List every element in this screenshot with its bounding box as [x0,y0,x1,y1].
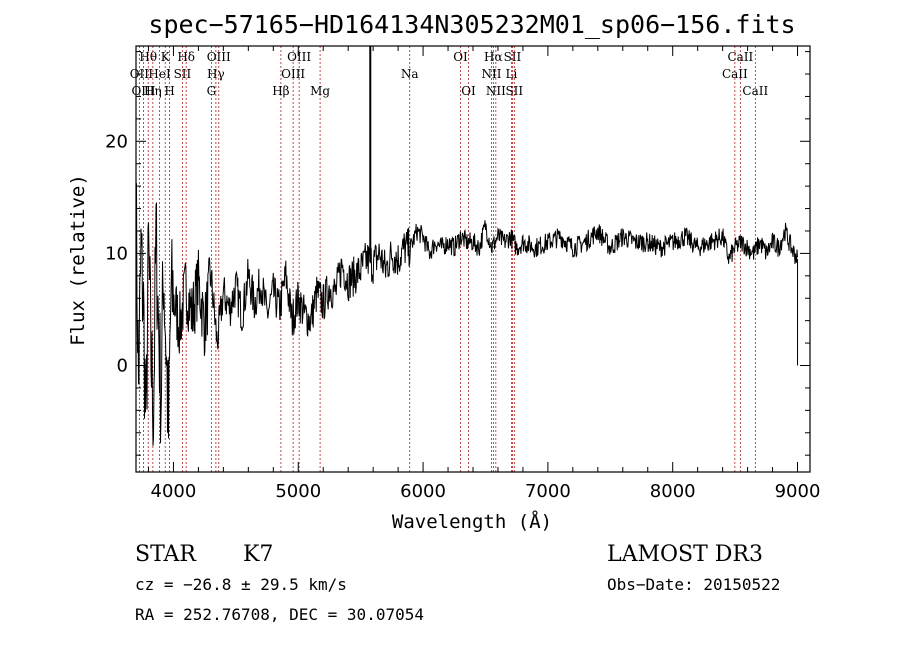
emission-line-label: OIII [207,50,231,64]
emission-line-label: CaII [722,67,748,81]
y-tick-label: 10 [105,243,128,264]
emission-line-label: Hθ [139,50,157,64]
emission-line-label: Hη [144,84,162,98]
emission-line-label: NII [481,67,501,81]
emission-line-label: Na [401,67,419,81]
y-tick-label: 20 [105,131,128,152]
emission-line-label: K [161,50,171,64]
emission-line-label: NII [486,84,506,98]
emission-line-markers [138,46,756,472]
emission-line-label: OIII [131,84,155,98]
object-class: STAR [135,542,197,567]
x-axis-label: Wavelength (Å) [392,510,552,533]
y-tick-label: 0 [117,356,128,377]
emission-line-label: CaII [727,50,753,64]
emission-line-label: SII [505,84,523,98]
y-axis-label: Flux (relative) [67,174,89,346]
plot-frame [135,45,811,473]
x-tick-label: 7000 [525,481,571,502]
redshift-cz: cz = −26.8 ± 29.5 km/s [135,575,347,594]
emission-line-label: Hβ [272,84,289,98]
emission-line-label: HeI [148,67,171,81]
emission-line-label: Li [506,67,518,81]
object-subclass: K7 [243,542,273,567]
chart-title: spec−57165−HD164134N305232M01_sp06−156.f… [148,10,795,39]
emission-line-label: Mg [310,84,330,98]
emission-line-label: Hδ [177,50,195,64]
x-tick-label: 4000 [151,481,197,502]
spectrum-series [135,46,799,446]
emission-line-label: SII [504,50,522,64]
emission-line-label: Hα [484,50,503,64]
axis-ticks: 4000 5000 6000 7000 8000 9000 0 10 20 [105,46,820,502]
ra-dec-coordinates: RA = 252.76708, DEC = 30.07054 [135,605,424,624]
x-tick-label: 9000 [775,481,821,502]
emission-line-label: G [207,84,217,98]
emission-line-label: OI [453,50,468,64]
x-tick-label: 8000 [650,481,696,502]
survey-name: LAMOST DR3 [607,542,763,567]
emission-line-label: OIII [281,67,305,81]
emission-line-label: OIII [287,50,311,64]
emission-line-labels: HθOIIOIIIHηHeIKHSIIHδGOIIIHγHβOIIIOIIIMg… [130,50,769,98]
observation-date: Obs−Date: 20150522 [607,575,780,594]
emission-line-label: OI [461,84,476,98]
x-tick-label: 6000 [400,481,446,502]
emission-line-label: H [164,84,174,98]
x-tick-label: 5000 [275,481,321,502]
spectrum-line [135,183,798,446]
emission-line-label: CaII [742,84,768,98]
emission-line-label: Hγ [207,67,225,81]
emission-line-label: SII [174,67,192,81]
